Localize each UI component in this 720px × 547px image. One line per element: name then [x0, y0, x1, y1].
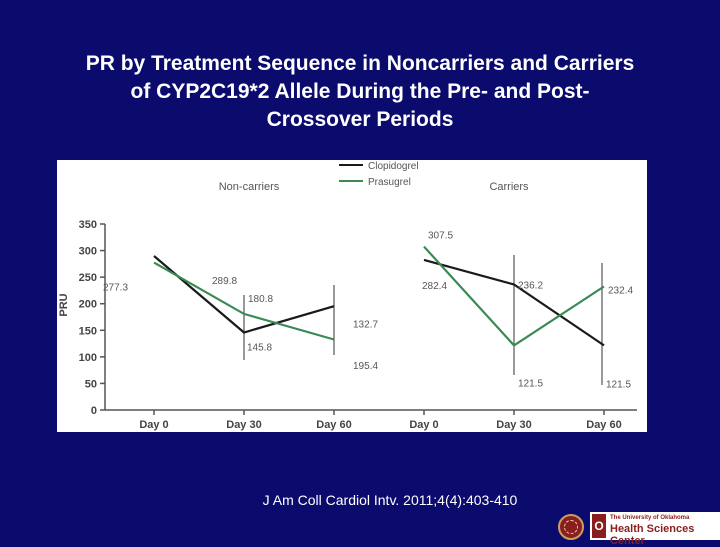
- y-tick-label-150: 150: [79, 325, 97, 337]
- legend-label-clopidogrel: Clopidogrel: [368, 161, 419, 172]
- y-tick-label-200: 200: [79, 299, 97, 311]
- title-line-1: PR by Treatment Sequence in Noncarriers …: [85, 52, 635, 75]
- x-tick-label-noncarriers-day-30: Day 30: [226, 419, 261, 431]
- y-tick-label-100: 100: [79, 352, 97, 364]
- citation: J Am Coll Cardiol Intv. 2011;4(4):403-41…: [262, 492, 518, 508]
- y-tick-label-50: 50: [85, 378, 97, 390]
- x-tick-label-carriers-day-30: Day 30: [496, 419, 531, 431]
- x-tick-label-noncarriers-day-0: Day 0: [139, 419, 168, 431]
- group-title-non-carriers: Non-carriers: [219, 181, 280, 193]
- y-tick-label-0: 0: [91, 405, 97, 417]
- series-line-noncarriers-clopidogrel: [153, 255, 335, 334]
- data-label-carriers-clopidogrel-0: 282.4: [422, 281, 447, 292]
- chart-panel: Clopidogrel Prasugrel Non-carriers Carri…: [57, 160, 647, 432]
- pru-line-chart: Clopidogrel Prasugrel Non-carriers Carri…: [58, 161, 637, 431]
- series-line-carriers-prasugrel: [423, 245, 605, 347]
- chart-legend: Clopidogrel Prasugrel: [339, 161, 419, 188]
- series-line-noncarriers-prasugrel: [153, 261, 335, 341]
- data-label-carriers-clopidogrel-2: 121.5: [606, 379, 631, 390]
- x-tick-label-noncarriers-day-60: Day 60: [316, 419, 351, 431]
- data-label-carriers-clopidogrel-1: 236.2: [518, 280, 543, 291]
- y-tick-label-250: 250: [79, 272, 97, 284]
- group-title-carriers: Carriers: [489, 181, 529, 193]
- y-tick-label-300: 300: [79, 246, 97, 258]
- data-label-carriers-prasugrel-2: 232.4: [608, 285, 633, 296]
- logo-line-2: Health Sciences Center: [610, 523, 695, 547]
- title-line-2: of CYP2C19*2 Allele During the Pre- and …: [130, 80, 590, 103]
- y-tick-label-350: 350: [79, 219, 97, 231]
- data-label-noncarriers-prasugrel-0: 277.3: [103, 283, 128, 294]
- x-tick-label-carriers-day-60: Day 60: [586, 419, 621, 431]
- data-label-carriers-prasugrel-0: 307.5: [428, 231, 453, 242]
- data-label-noncarriers-clopidogrel-0: 289.8: [212, 276, 237, 287]
- legend-label-prasugrel: Prasugrel: [368, 177, 411, 188]
- data-label-noncarriers-prasugrel-1: 180.8: [248, 294, 273, 305]
- data-label-noncarriers-prasugrel-2: 132.7: [353, 319, 378, 330]
- series-line-carriers-clopidogrel: [423, 258, 605, 347]
- slide-title: PR by Treatment Sequence in Noncarriers …: [40, 50, 680, 134]
- ou-mark-icon: O: [592, 514, 606, 538]
- title-line-3: Crossover Periods: [266, 108, 454, 131]
- logo-line-1: The University of Oklahoma: [610, 515, 690, 521]
- university-seal-icon: [558, 514, 584, 540]
- y-axis-label: PRU: [58, 293, 70, 316]
- data-label-noncarriers-clopidogrel-1: 145.8: [247, 343, 272, 354]
- ou-health-sciences-logo: O The University of Oklahoma Health Scie…: [590, 512, 720, 547]
- data-label-noncarriers-clopidogrel-2: 195.4: [353, 361, 378, 372]
- data-label-carriers-prasugrel-1: 121.5: [518, 378, 543, 389]
- x-tick-label-carriers-day-0: Day 0: [409, 419, 438, 431]
